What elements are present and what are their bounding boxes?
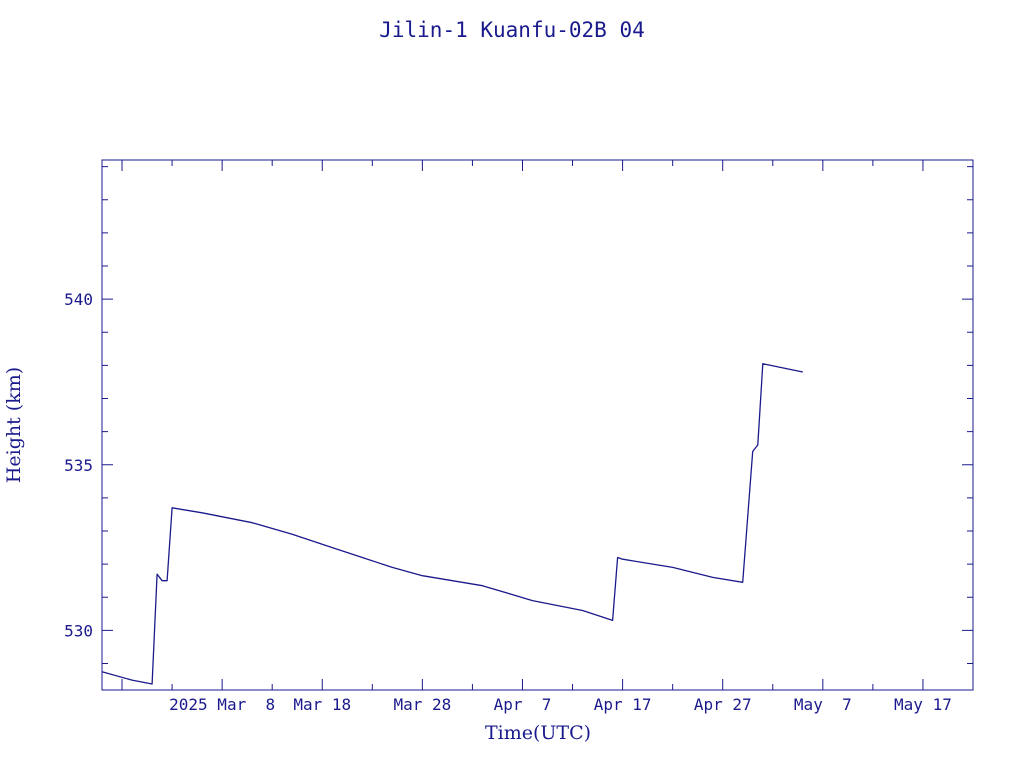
y-tick-label: 535	[64, 456, 93, 475]
x-tick-label: Apr 7	[494, 695, 552, 714]
x-tick-label: Apr 17	[594, 695, 652, 714]
y-axis-label: Height (km)	[3, 367, 25, 483]
height-series-line	[101, 363, 803, 685]
x-tick-label: 2025 Mar 8	[169, 695, 275, 714]
y-tick-label: 530	[64, 621, 93, 640]
x-tick-labels: 2025 Mar 8 Mar 18 Mar 28 Apr 7 Apr 17 Apr 27 M…	[169, 695, 952, 714]
y-tick-labels: 530 535 540	[64, 290, 93, 640]
y-tick-label: 540	[64, 290, 93, 309]
chart-title: Jilin-1 Kuanfu-02B 04	[379, 18, 645, 42]
tick-marks	[102, 160, 974, 690]
series-group	[101, 363, 803, 685]
plot-frame	[101, 159, 974, 691]
x-tick-label: Mar 18	[293, 695, 351, 714]
x-tick-label: Mar 28	[393, 695, 451, 714]
x-tick-label: Apr 27	[694, 695, 752, 714]
x-tick-label: May 7	[794, 695, 852, 714]
x-axis-label: Time(UTC)	[485, 722, 591, 744]
x-tick-label: May 17	[894, 695, 952, 714]
